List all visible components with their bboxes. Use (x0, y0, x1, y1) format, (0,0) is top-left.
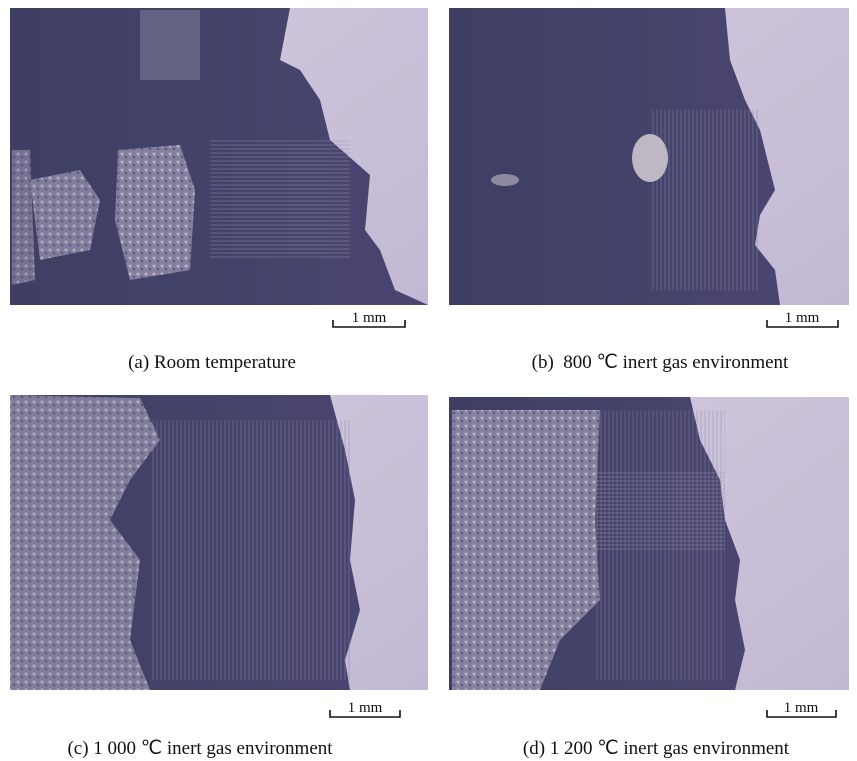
scale-bar: 1 mm (767, 310, 838, 327)
scale-label: 1 mm (784, 700, 819, 716)
caption: (a) Room temperature (128, 352, 296, 373)
micrograph-b (449, 8, 849, 305)
micrograph-a (10, 8, 428, 305)
scale-bar: 1 mm (767, 700, 836, 717)
caption: (d) 1 200 ℃ inert gas environment (523, 738, 790, 759)
scale-label: 1 mm (352, 310, 387, 326)
caption: (c) 1 000 ℃ inert gas environment (67, 738, 333, 759)
figure: 1 mm 1 mm 1 mm 1 mm (a) Room temperature… (0, 0, 857, 761)
micrograph-d (449, 397, 849, 690)
scale-bar: 1 mm (333, 310, 405, 327)
caption: (b) 800 ℃ inert gas environment (532, 352, 789, 373)
micrograph-c (10, 395, 428, 690)
scale-bar: 1 mm (330, 700, 400, 717)
scale-label: 1 mm (785, 310, 820, 326)
scale-label: 1 mm (348, 700, 383, 716)
